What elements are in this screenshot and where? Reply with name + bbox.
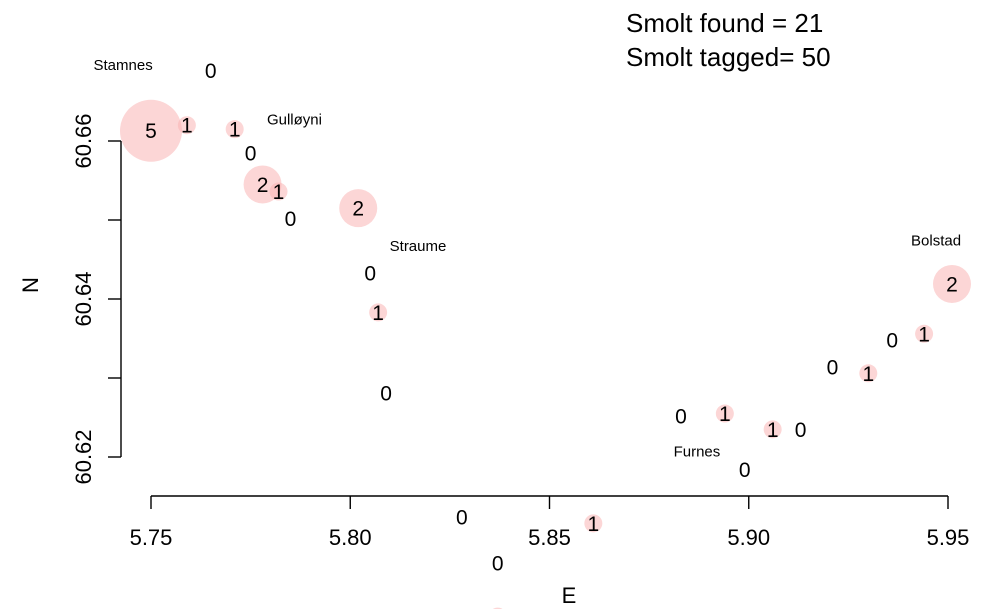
count-label: 0 bbox=[364, 262, 376, 285]
smolt-found-text: Smolt found = 21 bbox=[626, 8, 823, 38]
count-label: 0 bbox=[827, 356, 839, 379]
count-label: 1 bbox=[719, 403, 731, 426]
bubble bbox=[915, 324, 934, 343]
count-label: 1 bbox=[767, 419, 779, 442]
count-label: 0 bbox=[675, 405, 687, 428]
x-tick-label: 5.75 bbox=[130, 525, 173, 550]
x-axis-title: E bbox=[562, 583, 577, 608]
count-label: 1 bbox=[492, 606, 504, 609]
bubble bbox=[120, 99, 182, 162]
count-label: 1 bbox=[372, 302, 384, 325]
site-label: Furnes bbox=[674, 443, 721, 460]
count-label: 1 bbox=[181, 115, 193, 138]
bubble bbox=[177, 116, 196, 135]
bubble bbox=[859, 364, 878, 383]
bubble bbox=[225, 120, 244, 139]
count-label: 1 bbox=[862, 363, 874, 386]
count-label: 0 bbox=[739, 459, 751, 482]
bubble bbox=[584, 514, 603, 533]
count-label: 0 bbox=[795, 419, 807, 442]
bubble bbox=[369, 303, 388, 322]
y-tick-label: 60.64 bbox=[71, 271, 96, 326]
count-label: 0 bbox=[380, 383, 392, 406]
count-label: 1 bbox=[918, 323, 930, 346]
bubble bbox=[715, 404, 734, 423]
count-label: 2 bbox=[352, 198, 364, 221]
count-label: 0 bbox=[205, 60, 217, 83]
x-axis-ticks: 5.75 5.80 5.85 5.90 5.95 bbox=[130, 496, 970, 550]
bubble bbox=[269, 182, 288, 201]
count-label: 0 bbox=[886, 330, 898, 353]
count-label: 0 bbox=[245, 142, 257, 165]
bubble bbox=[339, 189, 378, 228]
point-count-labels: 510102102010001010101001012 bbox=[145, 60, 958, 609]
count-label: 0 bbox=[285, 208, 297, 231]
smolt-tagged-text: Smolt tagged= 50 bbox=[626, 42, 831, 72]
count-label: 1 bbox=[273, 181, 285, 204]
site-label: Gulløyni bbox=[267, 112, 322, 129]
y-axis-ticks: 60.62 60.64 60.66 bbox=[71, 113, 121, 485]
y-axis-title: N bbox=[18, 277, 43, 293]
count-label: 2 bbox=[257, 174, 269, 197]
bubbles bbox=[120, 99, 971, 609]
x-tick-label: 5.90 bbox=[727, 525, 770, 550]
summary-box: Smolt found = 21 Smolt tagged= 50 bbox=[626, 8, 831, 72]
site-label: Straume bbox=[390, 238, 447, 255]
bubble bbox=[763, 420, 782, 439]
y-tick-label: 60.62 bbox=[71, 429, 96, 484]
count-label: 0 bbox=[456, 507, 468, 530]
axes: 5.75 5.80 5.85 5.90 5.95 60.62 60.64 60.66 E N bbox=[18, 113, 969, 608]
site-label: Stamnes bbox=[94, 57, 153, 74]
y-tick-label: 60.66 bbox=[71, 113, 96, 168]
count-label: 1 bbox=[587, 513, 599, 536]
count-label: 2 bbox=[946, 273, 958, 296]
site-labels: Stamnes Gulløyni Straume Furnes Bolstad bbox=[94, 57, 962, 460]
site-label: Bolstad bbox=[911, 233, 961, 250]
bubble bbox=[932, 264, 971, 303]
x-tick-label: 5.95 bbox=[927, 525, 970, 550]
count-label: 1 bbox=[229, 119, 241, 142]
x-tick-label: 5.80 bbox=[329, 525, 372, 550]
count-label: 0 bbox=[492, 552, 504, 575]
x-tick-label: 5.85 bbox=[528, 525, 571, 550]
count-label: 5 bbox=[145, 120, 157, 143]
